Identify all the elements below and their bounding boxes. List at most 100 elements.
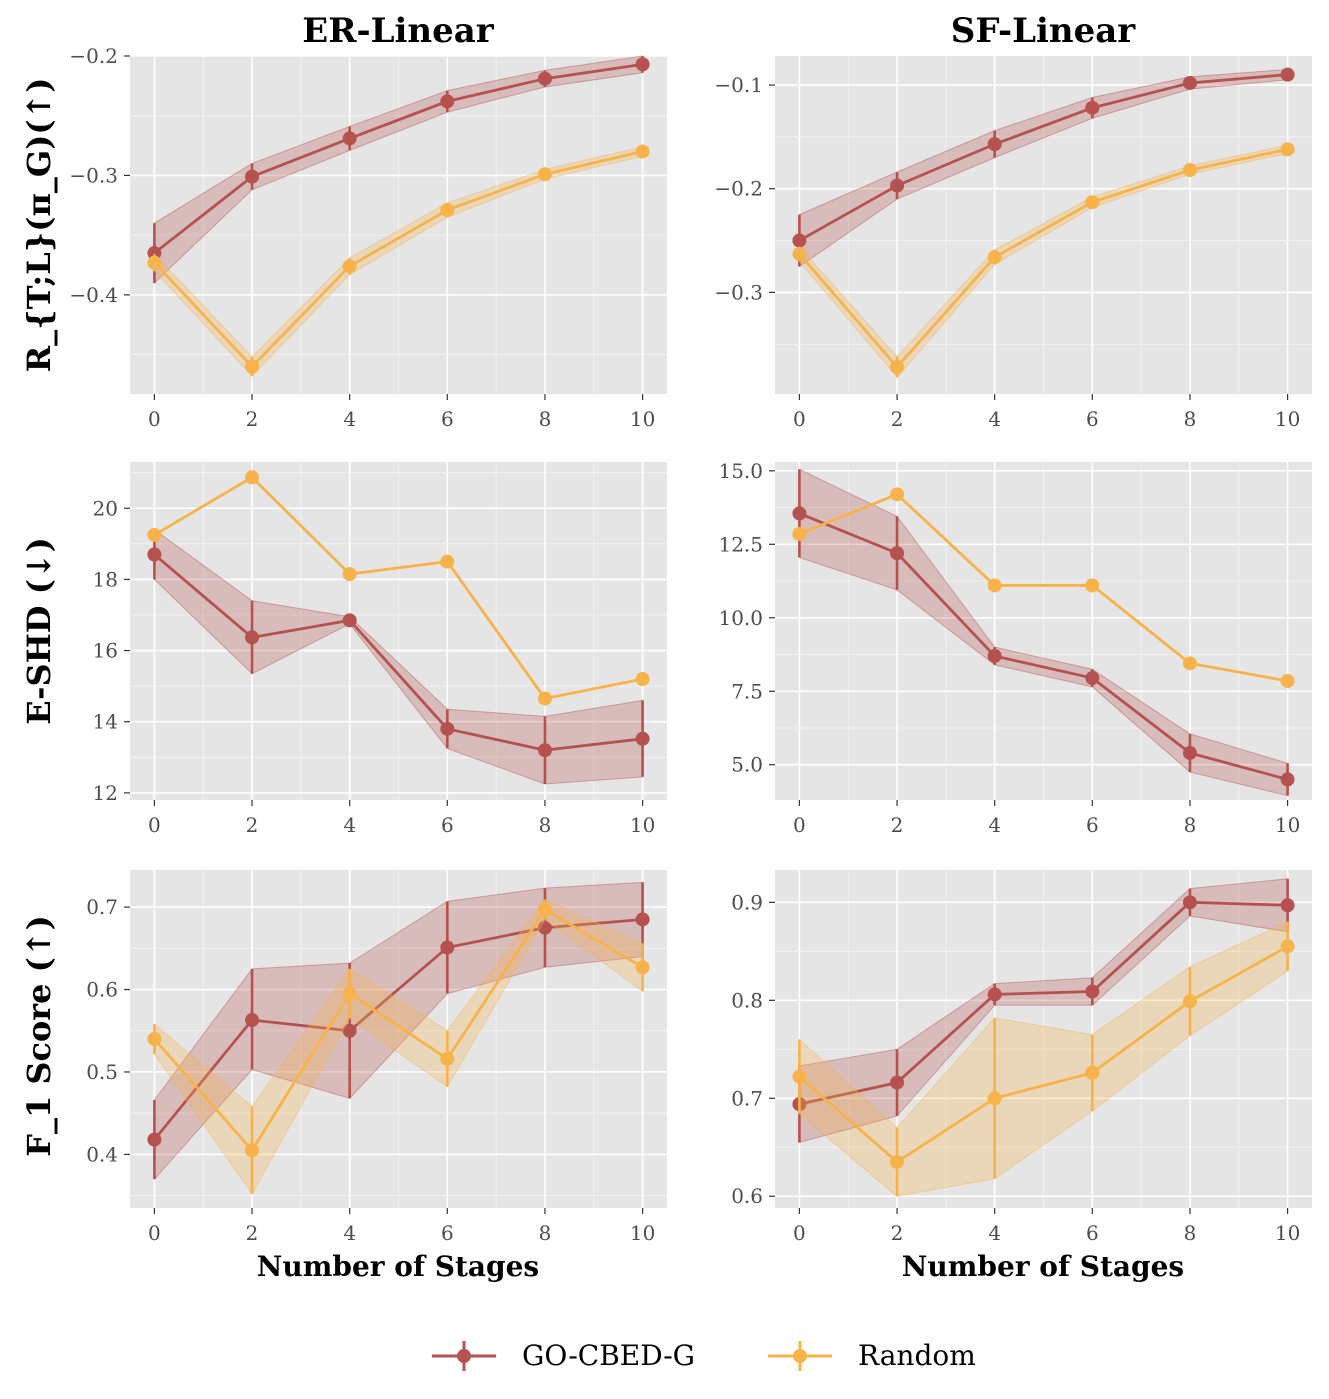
data-point — [987, 1091, 1002, 1106]
x-tick-label: 0 — [148, 407, 161, 431]
xlabel-left: Number of Stages — [257, 1250, 539, 1283]
data-point — [1085, 195, 1100, 210]
series-go — [147, 528, 650, 785]
data-point — [537, 743, 552, 758]
x-tick-label: 4 — [343, 1221, 356, 1245]
x-tick-label: 0 — [793, 813, 806, 837]
data-point — [1280, 673, 1295, 688]
series-random — [792, 142, 1295, 379]
y-tick-label: −0.3 — [714, 280, 763, 304]
y-tick-label: 20 — [93, 496, 118, 520]
x-tick-label: 2 — [891, 407, 904, 431]
legend-label-random: Random — [858, 1339, 976, 1372]
data-point — [147, 255, 162, 270]
legend: GO-CBED-G Random — [432, 1339, 976, 1372]
series-line — [798, 147, 1288, 370]
legend-label-go: GO-CBED-G — [522, 1339, 695, 1372]
row-label-regret: R_{T;L}(π_G)(↑) — [20, 78, 58, 373]
data-point — [1280, 939, 1295, 954]
series-line — [798, 945, 1289, 1164]
y-tick-label: 0.7 — [731, 1086, 763, 1110]
x-tick-label: 4 — [343, 813, 356, 837]
series-line — [798, 492, 1288, 683]
data-point — [440, 940, 455, 955]
data-point — [635, 960, 650, 975]
series-random — [792, 921, 1295, 1197]
data-point — [537, 902, 552, 917]
data-point — [342, 131, 357, 146]
data-point — [987, 987, 1002, 1002]
col-title-er-linear: ER-Linear — [302, 11, 494, 51]
y-tick-label: 12.5 — [718, 532, 763, 556]
data-point — [147, 547, 162, 562]
data-point — [342, 567, 357, 582]
data-point — [147, 1032, 162, 1046]
y-tick-label: −0.4 — [69, 283, 118, 307]
data-point — [537, 71, 552, 86]
series-line — [798, 73, 1288, 242]
y-tick-label: 5.0 — [731, 753, 763, 777]
data-point — [440, 554, 455, 569]
data-point — [1085, 100, 1100, 115]
data-point — [440, 1051, 455, 1066]
y-tick-label: 0.7 — [86, 895, 118, 919]
series-line — [798, 512, 1288, 781]
data-point — [245, 169, 260, 184]
data-point — [987, 137, 1002, 152]
data-point — [537, 167, 552, 182]
data-point — [245, 630, 260, 645]
data-point — [987, 578, 1002, 593]
x-tick-label: 2 — [246, 1221, 259, 1245]
series-line — [799, 900, 1288, 1106]
data-point — [1280, 142, 1295, 157]
y-tick-label: 14 — [93, 710, 118, 734]
data-point — [342, 259, 357, 274]
row-label-f1: F_1 Score (↑) — [20, 915, 58, 1157]
data-point — [635, 912, 650, 927]
series-line — [153, 62, 643, 255]
x-tick-label: 2 — [246, 407, 259, 431]
y-tick-label: 0.6 — [731, 1184, 763, 1208]
x-tick-label: 8 — [1184, 1221, 1197, 1245]
panel-0: −0.4 −0.3 −0.2 0 2 4 6 8 10 — [69, 44, 667, 431]
data-point — [1085, 578, 1100, 593]
y-tick-label: 0.5 — [86, 1060, 118, 1084]
x-tick-label: 8 — [539, 813, 552, 837]
data-point — [245, 359, 260, 374]
data-point — [890, 1075, 905, 1090]
y-tick-label: −0.1 — [714, 73, 763, 97]
y-tick-label: −0.2 — [714, 177, 763, 201]
x-tick-label: 6 — [441, 813, 454, 837]
data-point — [1182, 163, 1197, 178]
series-line — [153, 553, 643, 752]
x-tick-label: 6 — [1086, 1221, 1099, 1245]
panel-3: 5.0 7.5 10.0 12.5 15.0 0 2 4 6 8 10 — [718, 459, 1312, 837]
data-point — [792, 527, 807, 542]
panel-1: −0.3 −0.2 −0.1 0 2 4 6 8 10 — [714, 56, 1312, 431]
data-point — [1085, 1065, 1100, 1080]
y-tick-label: 0.6 — [86, 978, 118, 1002]
data-point — [537, 920, 552, 935]
data-point — [1182, 75, 1197, 90]
x-tick-label: 2 — [246, 813, 259, 837]
data-point — [440, 721, 455, 736]
data-point — [537, 691, 552, 706]
y-tick-label: −0.3 — [69, 163, 118, 187]
data-point — [245, 470, 260, 485]
y-tick-label: 18 — [93, 567, 118, 591]
x-tick-label: 10 — [1275, 407, 1300, 431]
data-point — [1280, 772, 1295, 787]
series-line — [153, 150, 643, 369]
data-point — [792, 233, 807, 248]
x-tick-label: 0 — [148, 1221, 161, 1245]
data-point — [890, 178, 905, 193]
y-tick-label: 15.0 — [718, 459, 763, 483]
x-tick-label: 2 — [891, 1221, 904, 1245]
data-point — [1182, 745, 1197, 760]
x-tick-label: 4 — [988, 407, 1001, 431]
x-tick-label: 8 — [1184, 813, 1197, 837]
data-point — [342, 1023, 357, 1038]
series-go — [792, 878, 1295, 1144]
xlabel-right: Number of Stages — [902, 1250, 1184, 1283]
